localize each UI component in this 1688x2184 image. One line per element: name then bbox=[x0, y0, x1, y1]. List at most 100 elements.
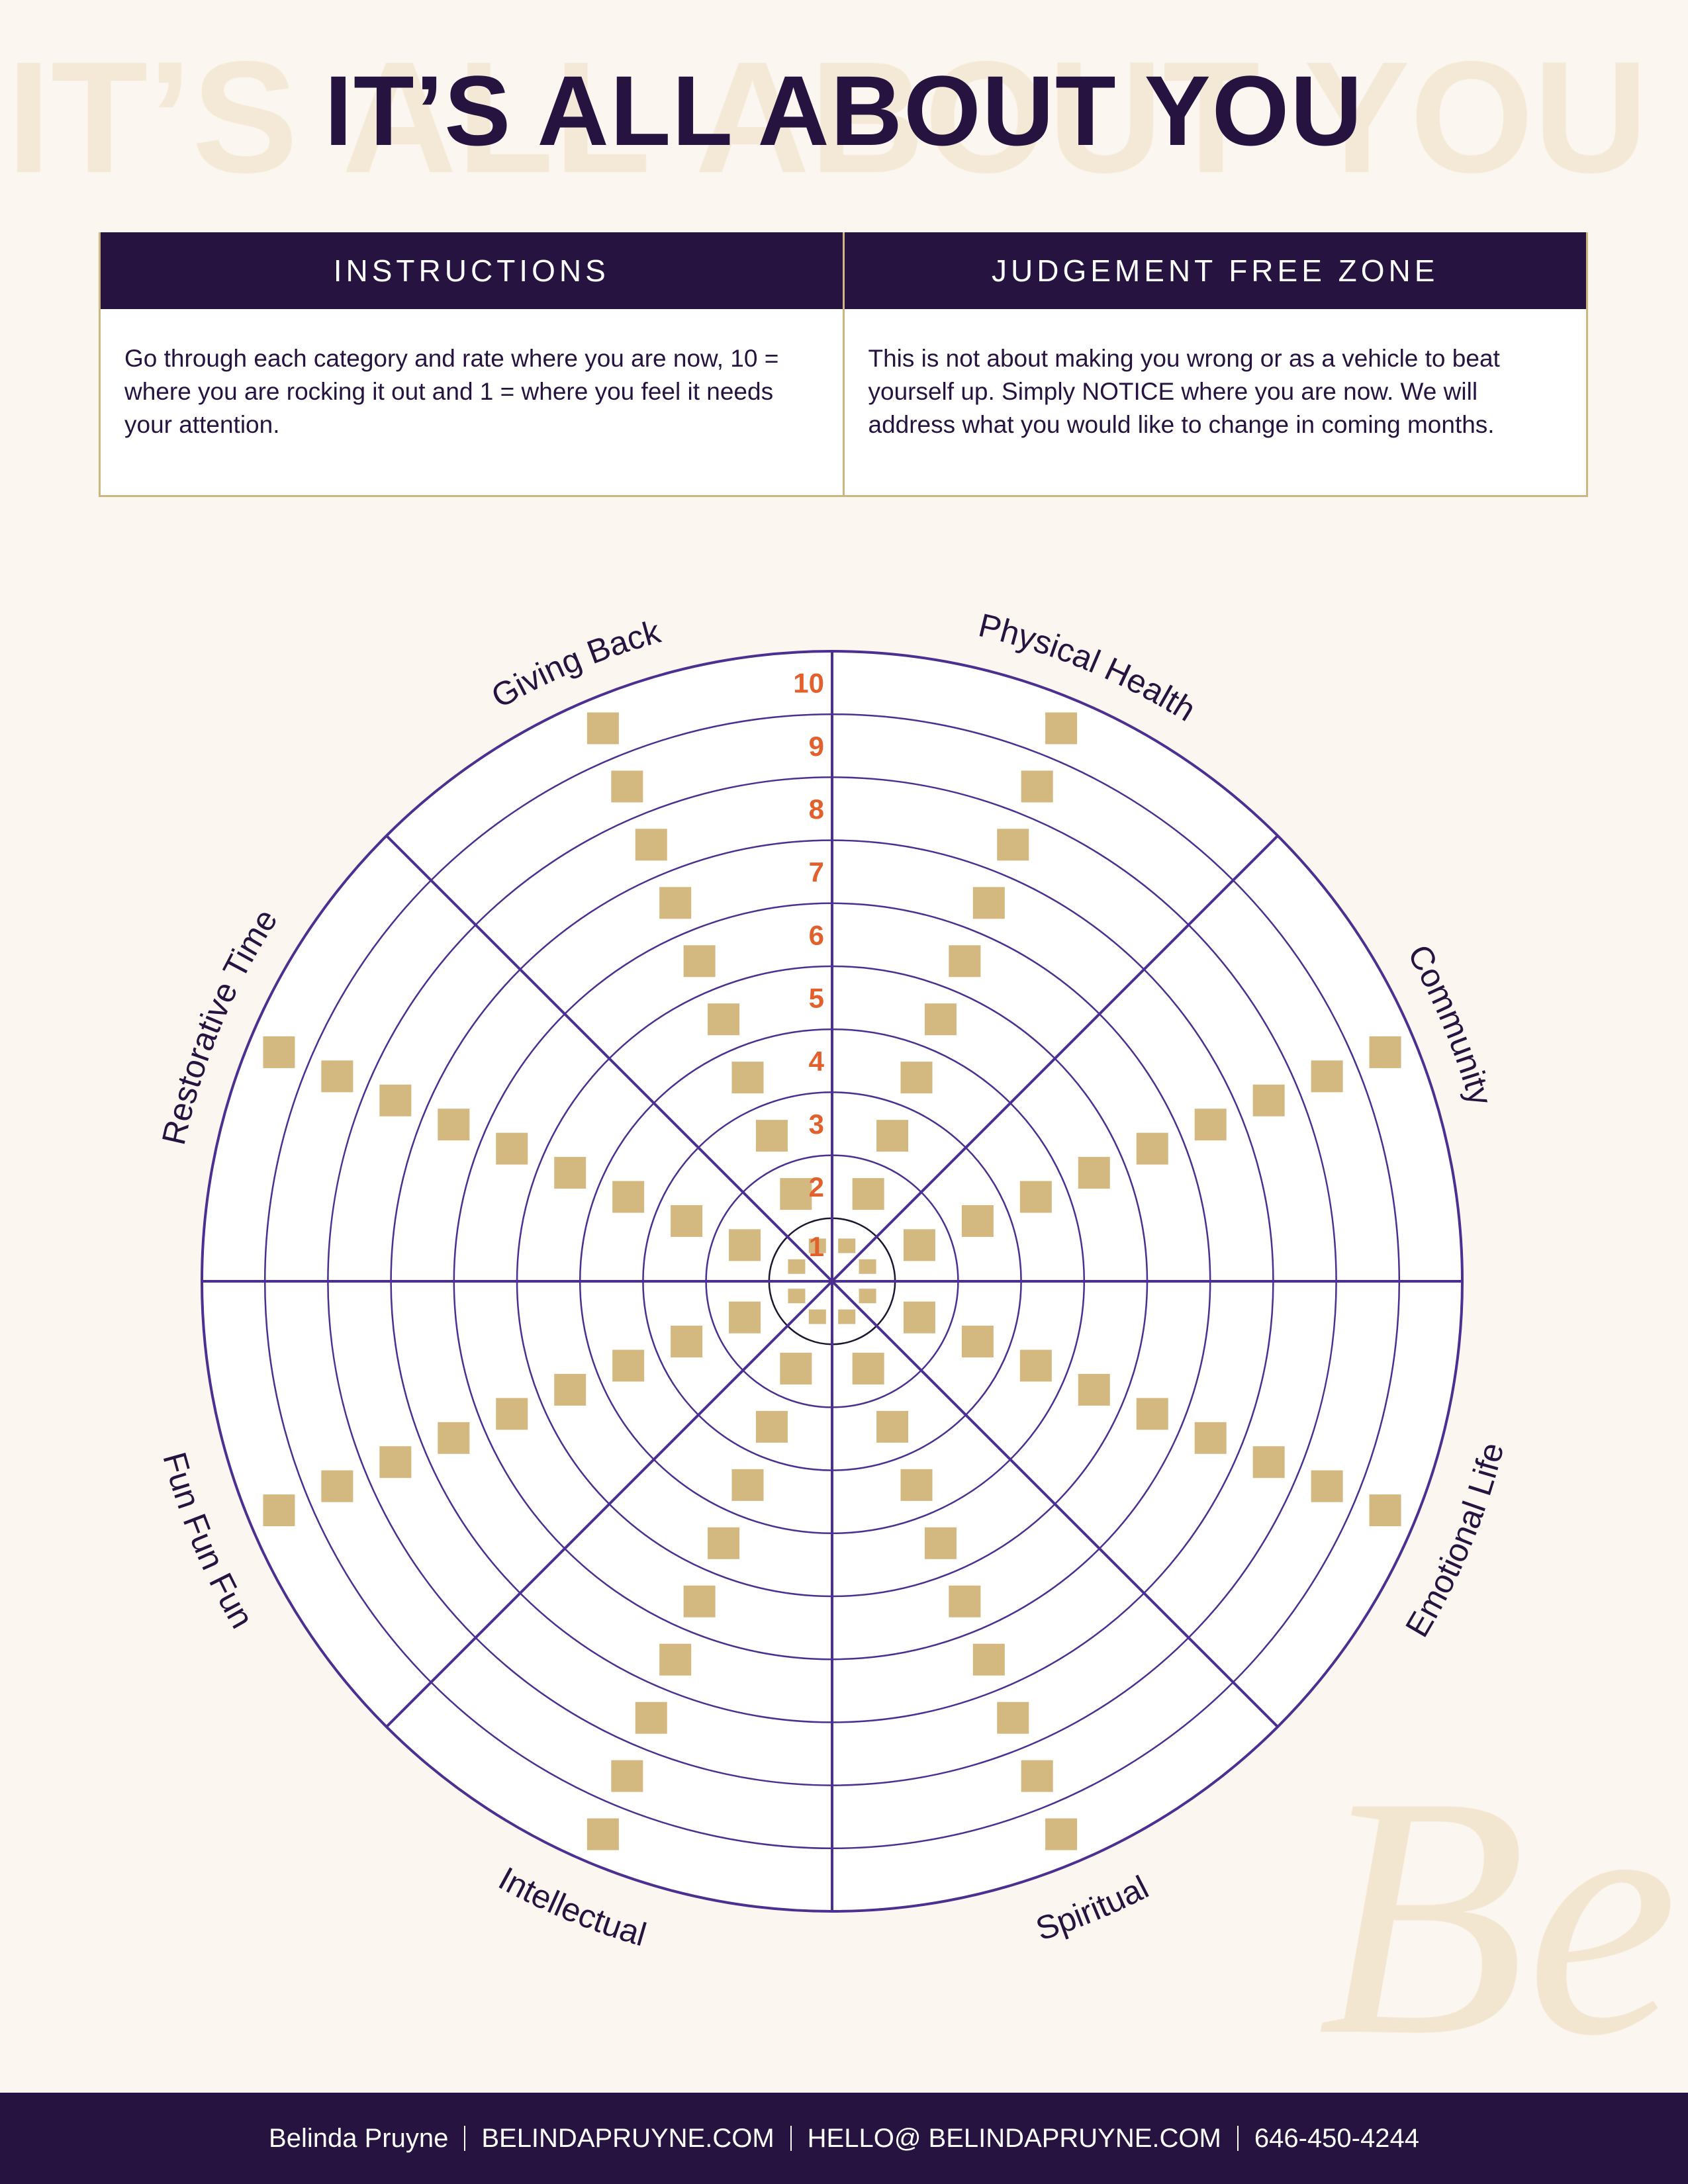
rating-checkbox-spiritual-8[interactable] bbox=[997, 1702, 1029, 1734]
rating-checkbox-fun-fun-fun-4[interactable] bbox=[612, 1349, 645, 1382]
rating-checkbox-emotional-life-6[interactable] bbox=[1136, 1398, 1168, 1430]
judgement-heading: JUDGEMENT FREE ZONE bbox=[844, 232, 1586, 309]
rating-checkbox-fun-fun-fun-3[interactable] bbox=[671, 1326, 703, 1358]
rating-checkbox-emotional-life-2[interactable] bbox=[903, 1301, 935, 1334]
rating-checkbox-fun-fun-fun-8[interactable] bbox=[379, 1446, 412, 1479]
rating-checkbox-emotional-life-9[interactable] bbox=[1311, 1470, 1343, 1502]
rating-checkbox-fun-fun-fun-5[interactable] bbox=[554, 1373, 586, 1406]
rating-checkbox-giving-back-6[interactable] bbox=[683, 945, 716, 978]
scale-number-2: 2 bbox=[809, 1171, 824, 1203]
judgement-text: This is not about making you wrong or as… bbox=[868, 345, 1500, 438]
rating-checkbox-spiritual-4[interactable] bbox=[900, 1469, 933, 1501]
rating-checkbox-intellectual-6[interactable] bbox=[683, 1585, 716, 1617]
rating-checkbox-intellectual-2[interactable] bbox=[780, 1352, 812, 1385]
rating-checkbox-physical-health-9[interactable] bbox=[1021, 770, 1053, 803]
rating-checkbox-intellectual-3[interactable] bbox=[755, 1410, 788, 1443]
rating-checkbox-restorative-time-1[interactable] bbox=[788, 1259, 806, 1274]
scale-number-7: 7 bbox=[809, 856, 824, 887]
rating-checkbox-community-5[interactable] bbox=[1078, 1157, 1110, 1189]
rating-checkbox-community-10[interactable] bbox=[1369, 1036, 1401, 1068]
wheel-spoke bbox=[831, 835, 1279, 1283]
rating-checkbox-emotional-life-1[interactable] bbox=[859, 1289, 876, 1304]
rating-checkbox-giving-back-5[interactable] bbox=[708, 1003, 740, 1036]
rating-checkbox-physical-health-5[interactable] bbox=[924, 1003, 957, 1036]
rating-checkbox-intellectual-8[interactable] bbox=[635, 1702, 667, 1734]
rating-checkbox-fun-fun-fun-7[interactable] bbox=[438, 1422, 470, 1454]
rating-checkbox-physical-health-6[interactable] bbox=[949, 945, 981, 978]
rating-checkbox-giving-back-3[interactable] bbox=[755, 1120, 788, 1152]
rating-checkbox-spiritual-9[interactable] bbox=[1021, 1760, 1053, 1792]
rating-checkbox-restorative-time-8[interactable] bbox=[379, 1084, 412, 1116]
rating-checkbox-community-4[interactable] bbox=[1019, 1181, 1052, 1213]
scale-number-5: 5 bbox=[809, 983, 824, 1014]
rating-checkbox-spiritual-3[interactable] bbox=[876, 1410, 909, 1443]
rating-checkbox-spiritual-2[interactable] bbox=[852, 1352, 884, 1385]
rating-checkbox-emotional-life-3[interactable] bbox=[961, 1326, 994, 1358]
rating-checkbox-physical-health-7[interactable] bbox=[972, 887, 1005, 919]
footer-website-link[interactable]: BELINDAPRUYNE.COM bbox=[481, 2123, 774, 2153]
footer: Belinda Pruyne BELINDAPRUYNE.COM HELLO@ … bbox=[0, 2093, 1688, 2184]
rating-checkbox-physical-health-8[interactable] bbox=[997, 829, 1029, 861]
rating-checkbox-restorative-time-3[interactable] bbox=[671, 1205, 703, 1237]
rating-checkbox-physical-health-1[interactable] bbox=[838, 1238, 856, 1253]
rating-checkbox-giving-back-8[interactable] bbox=[635, 829, 667, 861]
footer-divider bbox=[464, 2126, 466, 2151]
judgement-column: JUDGEMENT FREE ZONE This is not about ma… bbox=[842, 232, 1586, 495]
scale-number-10: 10 bbox=[793, 668, 824, 699]
rating-checkbox-community-9[interactable] bbox=[1311, 1060, 1343, 1093]
rating-checkbox-community-8[interactable] bbox=[1252, 1084, 1285, 1116]
rating-checkbox-restorative-time-7[interactable] bbox=[438, 1109, 470, 1141]
footer-email-link[interactable]: HELLO@ BELINDAPRUYNE.COM bbox=[807, 2123, 1221, 2153]
rating-checkbox-spiritual-7[interactable] bbox=[972, 1643, 1005, 1676]
rating-checkbox-spiritual-6[interactable] bbox=[949, 1585, 981, 1617]
rating-checkbox-community-7[interactable] bbox=[1194, 1109, 1227, 1141]
instructions-column: INSTRUCTIONS Go through each category an… bbox=[101, 232, 843, 495]
rating-checkbox-community-1[interactable] bbox=[859, 1259, 876, 1274]
rating-checkbox-physical-health-2[interactable] bbox=[852, 1178, 884, 1210]
rating-checkbox-giving-back-2[interactable] bbox=[780, 1178, 812, 1210]
rating-checkbox-giving-back-7[interactable] bbox=[659, 887, 692, 919]
rating-checkbox-physical-health-4[interactable] bbox=[900, 1062, 933, 1094]
rating-checkbox-spiritual-5[interactable] bbox=[924, 1527, 957, 1559]
rating-checkbox-restorative-time-2[interactable] bbox=[729, 1229, 761, 1261]
rating-checkbox-fun-fun-fun-10[interactable] bbox=[263, 1494, 295, 1527]
rating-checkbox-giving-back-9[interactable] bbox=[611, 770, 643, 803]
rating-checkbox-emotional-life-7[interactable] bbox=[1194, 1422, 1227, 1454]
rating-checkbox-fun-fun-fun-1[interactable] bbox=[788, 1289, 806, 1304]
rating-checkbox-fun-fun-fun-2[interactable] bbox=[729, 1301, 761, 1334]
rating-checkbox-restorative-time-9[interactable] bbox=[321, 1060, 353, 1093]
rating-checkbox-giving-back-4[interactable] bbox=[731, 1062, 764, 1094]
rating-checkbox-emotional-life-4[interactable] bbox=[1019, 1349, 1052, 1382]
rating-checkbox-giving-back-10[interactable] bbox=[586, 712, 619, 745]
rating-checkbox-restorative-time-10[interactable] bbox=[263, 1036, 295, 1068]
rating-checkbox-restorative-time-4[interactable] bbox=[612, 1181, 645, 1213]
scale-number-4: 4 bbox=[809, 1046, 825, 1077]
rating-checkbox-emotional-life-5[interactable] bbox=[1078, 1373, 1110, 1406]
scale-number-6: 6 bbox=[809, 919, 824, 950]
rating-checkbox-intellectual-1[interactable] bbox=[808, 1309, 826, 1324]
rating-checkbox-community-3[interactable] bbox=[961, 1205, 994, 1237]
footer-divider bbox=[1237, 2126, 1239, 2151]
rating-checkbox-restorative-time-6[interactable] bbox=[496, 1132, 528, 1165]
rating-checkbox-fun-fun-fun-9[interactable] bbox=[321, 1470, 353, 1502]
rating-checkbox-intellectual-10[interactable] bbox=[586, 1818, 619, 1850]
rating-checkbox-spiritual-10[interactable] bbox=[1045, 1818, 1078, 1850]
category-label-text: Spiritual bbox=[1031, 1868, 1154, 1948]
rating-checkbox-physical-health-3[interactable] bbox=[876, 1120, 909, 1152]
rating-checkbox-physical-health-10[interactable] bbox=[1045, 712, 1078, 745]
rating-checkbox-emotional-life-8[interactable] bbox=[1252, 1446, 1285, 1479]
rating-checkbox-intellectual-5[interactable] bbox=[708, 1527, 740, 1559]
rating-checkbox-giving-back-1[interactable] bbox=[808, 1238, 826, 1253]
footer-name: Belinda Pruyne bbox=[269, 2123, 449, 2153]
rating-checkbox-restorative-time-5[interactable] bbox=[554, 1157, 586, 1189]
rating-checkbox-community-2[interactable] bbox=[903, 1229, 935, 1261]
rating-checkbox-intellectual-7[interactable] bbox=[659, 1643, 692, 1676]
rating-checkbox-intellectual-9[interactable] bbox=[611, 1760, 643, 1792]
rating-checkbox-fun-fun-fun-6[interactable] bbox=[496, 1398, 528, 1430]
footer-phone: 646-450-4244 bbox=[1254, 2123, 1419, 2153]
rating-checkbox-intellectual-4[interactable] bbox=[731, 1469, 764, 1501]
rating-checkbox-spiritual-1[interactable] bbox=[838, 1309, 856, 1324]
rating-checkbox-community-6[interactable] bbox=[1136, 1132, 1168, 1165]
rating-checkbox-emotional-life-10[interactable] bbox=[1369, 1494, 1401, 1527]
